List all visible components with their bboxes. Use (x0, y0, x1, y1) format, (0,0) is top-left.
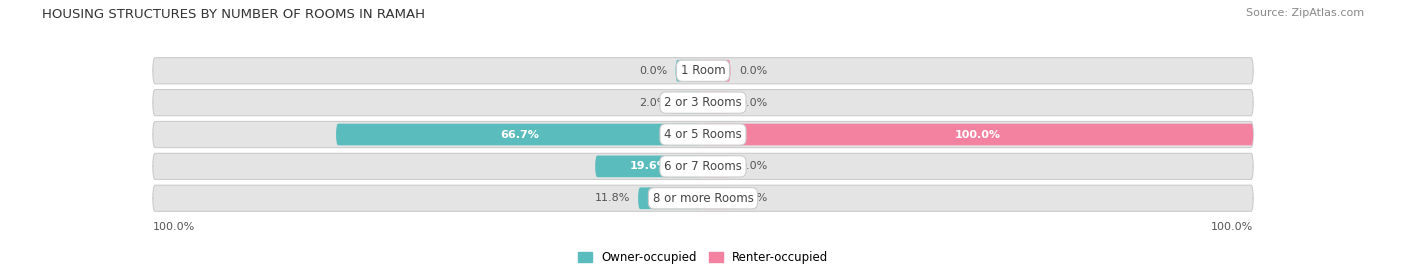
Text: 19.6%: 19.6% (630, 161, 668, 171)
Legend: Owner-occupied, Renter-occupied: Owner-occupied, Renter-occupied (572, 246, 834, 269)
Text: 100.0%: 100.0% (1211, 222, 1253, 232)
FancyBboxPatch shape (703, 60, 731, 82)
Text: 6 or 7 Rooms: 6 or 7 Rooms (664, 160, 742, 173)
Text: 11.8%: 11.8% (595, 193, 630, 203)
Text: 66.7%: 66.7% (501, 129, 538, 140)
FancyBboxPatch shape (703, 155, 731, 177)
Text: 4 or 5 Rooms: 4 or 5 Rooms (664, 128, 742, 141)
FancyBboxPatch shape (336, 124, 703, 145)
Text: 0.0%: 0.0% (738, 193, 768, 203)
FancyBboxPatch shape (638, 187, 703, 209)
FancyBboxPatch shape (675, 60, 703, 82)
Text: 100.0%: 100.0% (955, 129, 1001, 140)
Text: 0.0%: 0.0% (738, 66, 768, 76)
Text: 2 or 3 Rooms: 2 or 3 Rooms (664, 96, 742, 109)
Text: 8 or more Rooms: 8 or more Rooms (652, 192, 754, 205)
Text: 0.0%: 0.0% (638, 66, 668, 76)
FancyBboxPatch shape (703, 187, 731, 209)
FancyBboxPatch shape (675, 92, 703, 114)
FancyBboxPatch shape (153, 185, 1253, 211)
Text: Source: ZipAtlas.com: Source: ZipAtlas.com (1246, 8, 1364, 18)
Text: 0.0%: 0.0% (738, 98, 768, 108)
FancyBboxPatch shape (153, 153, 1253, 179)
Text: 1 Room: 1 Room (681, 64, 725, 77)
FancyBboxPatch shape (703, 92, 731, 114)
FancyBboxPatch shape (595, 155, 703, 177)
FancyBboxPatch shape (153, 58, 1253, 84)
Text: HOUSING STRUCTURES BY NUMBER OF ROOMS IN RAMAH: HOUSING STRUCTURES BY NUMBER OF ROOMS IN… (42, 8, 425, 21)
Text: 100.0%: 100.0% (153, 222, 195, 232)
Text: 0.0%: 0.0% (738, 161, 768, 171)
FancyBboxPatch shape (153, 90, 1253, 116)
FancyBboxPatch shape (703, 124, 1253, 145)
FancyBboxPatch shape (153, 121, 1253, 148)
Text: 2.0%: 2.0% (638, 98, 668, 108)
